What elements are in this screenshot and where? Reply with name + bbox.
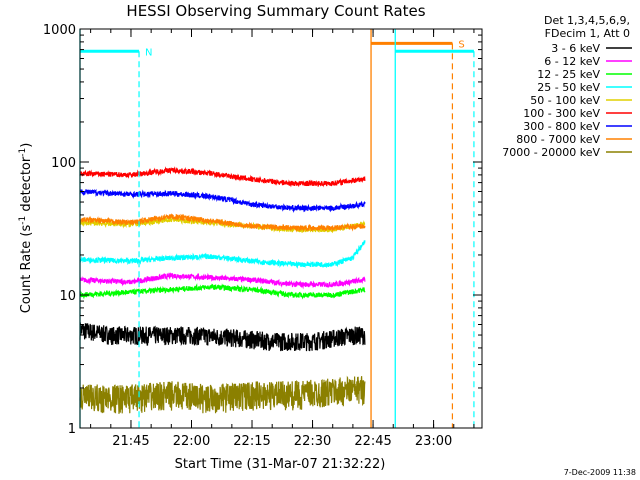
y-tick-label: 100 [51, 156, 76, 171]
series-6-12-kev-line [79, 272, 366, 290]
legend-entry-label: 7000 - 20000 keV [502, 146, 600, 159]
x-tick-label: 21:45 [112, 434, 149, 449]
series-layer [79, 166, 366, 414]
legend-entry-label: 100 - 300 keV [523, 107, 600, 120]
legend: Det 1,3,4,5,6,9,FDecim 1, Att 0 3 - 6 keV… [502, 14, 632, 159]
y-tick-label: 1000 [43, 23, 76, 38]
x-tick-label: 23:00 [415, 434, 452, 449]
legend-header-line: FDecim 1, Att 0 [545, 27, 630, 40]
legend-header-line: Det 1,3,4,5,6,9, [544, 14, 630, 27]
legend-entry-label: 50 - 100 keV [530, 94, 600, 107]
x-axis: 21:45 22:00 22:15 22:30 22:45 23:00 [90, 29, 475, 449]
chart-title: HESSI Observing Summary Count Rates [126, 2, 425, 20]
x-tick-label: 22:45 [354, 434, 391, 449]
timestamp: 7-Dec-2009 11:38 [564, 468, 636, 477]
legend-entry-label: 3 - 6 keV [551, 42, 600, 55]
x-tick-label: 22:00 [173, 434, 210, 449]
y-tick-label: 1 [68, 422, 76, 437]
x-tick-label: 22:15 [233, 434, 270, 449]
flag-s-label: S [458, 39, 464, 50]
series-100-300-kev-line [79, 166, 366, 188]
x-tick-label: 22:30 [294, 434, 331, 449]
legend-entry-label: 12 - 25 keV [537, 68, 600, 81]
series-3-6-kev-line [79, 322, 366, 352]
series-12-25-kev-line [79, 283, 366, 300]
legend-entry-label: 25 - 50 keV [537, 81, 600, 94]
series-7000-20000-kev-line [79, 375, 366, 414]
y-axis-label: Count Rate (s-1 detector-1) [18, 143, 34, 314]
legend-entry-label: 800 - 7000 keV [516, 133, 600, 146]
flag-n-label: N [145, 47, 152, 58]
plot-frame [79, 28, 483, 429]
y-tick-label: 10 [59, 289, 76, 304]
legend-entry-label: 6 - 12 keV [544, 55, 600, 68]
series-25-50-kev-line [79, 240, 366, 269]
series-300-800-kev-line [79, 188, 366, 213]
series-800-7000-kev-line [79, 213, 366, 233]
y-axis: 1 10 100 1000 [43, 23, 482, 437]
legend-entry-label: 300 - 800 keV [523, 120, 600, 133]
x-axis-label: Start Time (31-Mar-07 21:32:22) [175, 457, 386, 472]
